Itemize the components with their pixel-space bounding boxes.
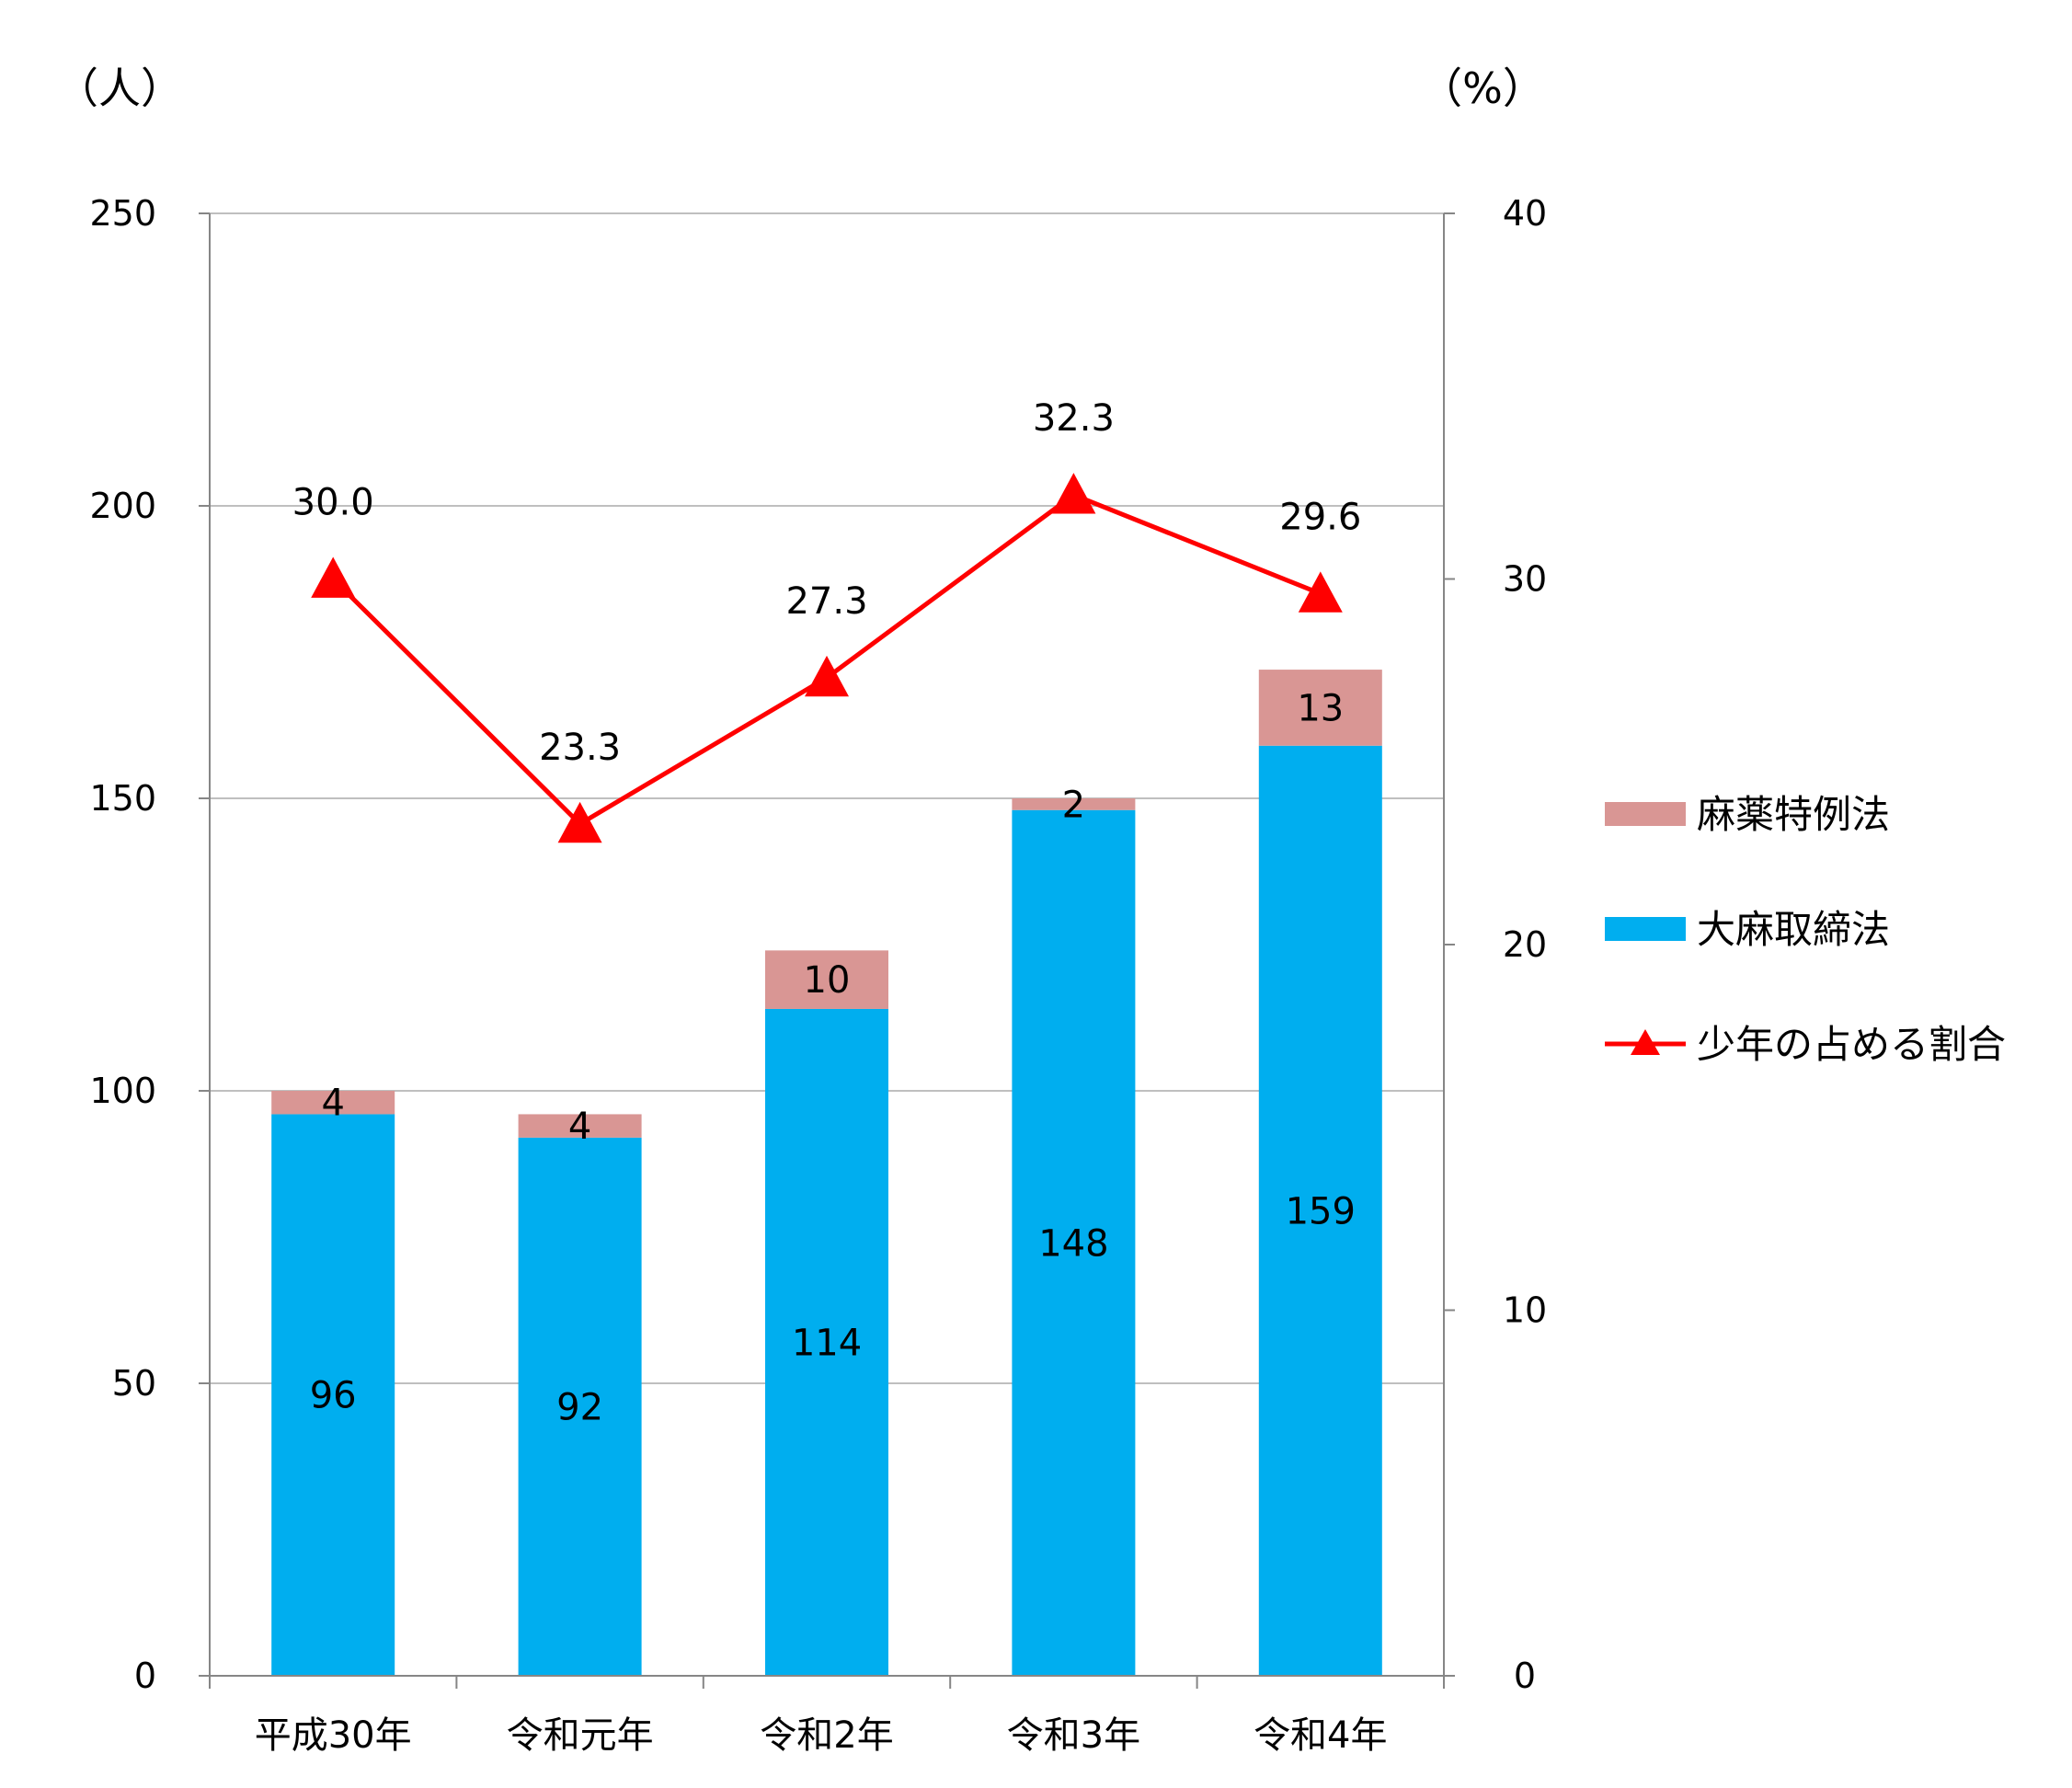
- right-tick-label: 10: [1503, 1290, 1547, 1331]
- bar-data-label: 148: [1038, 1222, 1108, 1265]
- right-tick-label: 40: [1503, 193, 1547, 234]
- x-category-label: 平成30年: [255, 1714, 412, 1757]
- bar-segment: [518, 1114, 642, 1138]
- right-tick-label: 30: [1503, 559, 1547, 600]
- right-axis-unit: （%）: [1420, 63, 1545, 113]
- left-tick-label: 100: [89, 1071, 156, 1111]
- bar-data-label: 4: [321, 1083, 344, 1125]
- triangle-marker: [311, 556, 356, 598]
- line-data-label: 32.3: [1033, 397, 1115, 440]
- bar-data-label: 92: [556, 1386, 603, 1428]
- ratio-line: [311, 473, 1343, 843]
- x-category-label: 令和2年: [760, 1714, 893, 1757]
- bar-segment: [271, 1091, 395, 1115]
- data-labels: 96 92 114 148 159 4 4 10 2 13 30.0 23.3 27.3 32.3 29.6: [292, 397, 1362, 1428]
- x-category-label: 令和3年: [1007, 1714, 1140, 1757]
- bar-data-label: 96: [310, 1375, 357, 1417]
- bar-data-label: 10: [804, 959, 851, 1002]
- triangle-marker: [805, 655, 849, 697]
- triangle-marker: [557, 801, 602, 843]
- left-tick-label: 0: [134, 1656, 156, 1696]
- legend-swatch: [1605, 917, 1686, 941]
- bars: [271, 670, 1382, 1676]
- left-tick-label: 50: [112, 1363, 156, 1404]
- left-tick-label: 250: [89, 193, 156, 234]
- triangle-marker: [1051, 473, 1096, 514]
- bar-data-label: 159: [1286, 1190, 1356, 1232]
- left-tick-label: 200: [89, 486, 156, 526]
- legend-triangle-marker: [1631, 1029, 1660, 1055]
- legend-label: 麻薬特例法: [1697, 792, 1890, 837]
- x-category-label: 令和4年: [1254, 1714, 1387, 1757]
- right-tick-label: 20: [1503, 924, 1547, 965]
- axes: 0 50 100 150 200 250 0 10 20 30 40 平成30年 令和元年 令和2年 令和3…: [89, 193, 1547, 1757]
- x-category-label: 令和元年: [507, 1714, 654, 1757]
- legend-label: 少年の占める割合: [1697, 1022, 2006, 1067]
- bar-data-label: 13: [1297, 687, 1344, 729]
- bar-segment: [1012, 798, 1136, 810]
- bar-data-label: 114: [792, 1322, 862, 1364]
- legend-swatch: [1605, 802, 1686, 826]
- bar-data-label: 4: [568, 1106, 591, 1148]
- right-tick-label: 0: [1514, 1656, 1536, 1696]
- triangle-marker: [1298, 571, 1343, 613]
- bar-data-label: 2: [1062, 784, 1085, 826]
- bar-segment: [765, 1008, 888, 1676]
- left-tick-label: 150: [89, 778, 156, 819]
- bar-segment: [1258, 670, 1382, 746]
- bar-segment: [518, 1137, 642, 1676]
- line-data-label: 29.6: [1279, 496, 1361, 538]
- left-axis-unit: （人）: [56, 63, 183, 113]
- bar-segment: [271, 1114, 395, 1676]
- legend-label: 大麻取締法: [1697, 907, 1890, 952]
- bar-segment: [765, 950, 888, 1009]
- line-data-label: 30.0: [292, 482, 374, 524]
- line-data-label: 23.3: [539, 727, 621, 769]
- line-data-label: 27.3: [785, 580, 867, 623]
- bar-segment: [1258, 745, 1382, 1676]
- gridlines: [210, 212, 1444, 1384]
- bar-segment: [1012, 809, 1136, 1676]
